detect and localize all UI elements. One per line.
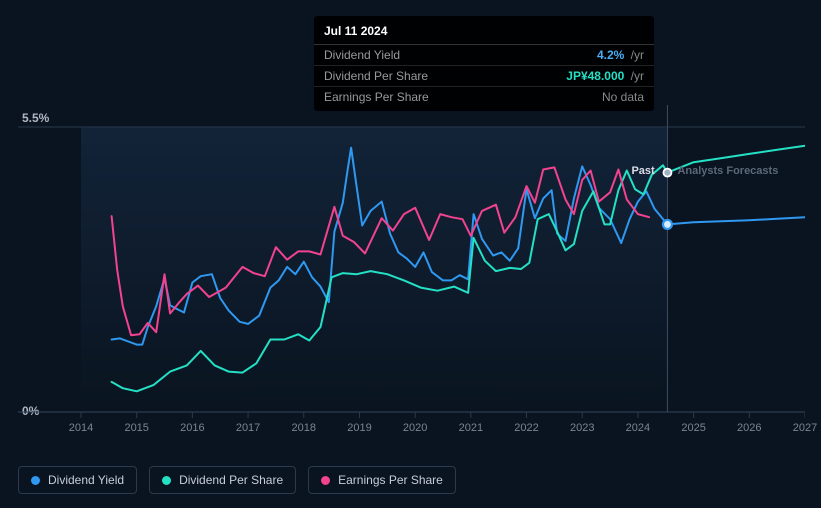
x-axis-year-label: 2020 (403, 422, 427, 434)
x-axis-year-label: 2023 (570, 422, 594, 434)
legend: Dividend Yield Dividend Per Share Earnings… (18, 466, 456, 494)
tooltip-row-unit: /yr (627, 69, 644, 83)
tooltip-row-label: Earnings Per Share (324, 90, 584, 104)
x-axis-year-label: 2024 (626, 422, 650, 434)
legend-dot-icon (321, 476, 330, 485)
tooltip-row-value: JP¥48.000 /yr (566, 69, 644, 83)
tooltip-date: Jul 11 2024 (314, 20, 654, 45)
x-axis-year-label: 2015 (124, 422, 148, 434)
x-axis-year-label: 2026 (737, 422, 761, 434)
legend-item-dividend_yield[interactable]: Dividend Yield (18, 466, 137, 494)
chart-svg[interactable] (18, 105, 805, 445)
x-axis-year-label: 2018 (292, 422, 316, 434)
legend-item-label: Dividend Yield (48, 473, 124, 487)
tooltip: Jul 11 2024 Dividend Yield4.2% /yrDivide… (314, 16, 654, 111)
x-axis-year-label: 2017 (236, 422, 260, 434)
x-axis-year-label: 2014 (69, 422, 93, 434)
legend-item-label: Earnings Per Share (338, 473, 443, 487)
tooltip-row-label: Dividend Yield (324, 48, 579, 62)
tooltip-row: Earnings Per Share No data (314, 87, 654, 107)
past-label: Past (631, 165, 654, 177)
x-axis-year-label: 2019 (347, 422, 371, 434)
x-axis-year-label: 2016 (180, 422, 204, 434)
legend-dot-icon (31, 476, 40, 485)
x-axis-year-label: 2027 (793, 422, 817, 434)
x-axis-year-label: 2022 (514, 422, 538, 434)
forecast-split-marker (663, 169, 671, 177)
tooltip-row-unit: /yr (627, 48, 644, 62)
tooltip-row-nodata: No data (602, 90, 644, 104)
tooltip-row-label: Dividend Per Share (324, 69, 548, 83)
legend-item-earnings_per_share[interactable]: Earnings Per Share (308, 466, 456, 494)
legend-item-dividend_per_share[interactable]: Dividend Per Share (149, 466, 296, 494)
legend-item-label: Dividend Per Share (179, 473, 283, 487)
x-axis-year-label: 2021 (459, 422, 483, 434)
tooltip-row: Dividend Yield 4.2% /yr (314, 45, 654, 66)
legend-dot-icon (162, 476, 171, 485)
tooltip-row: Dividend Per Share JP¥48.000 /yr (314, 66, 654, 87)
tooltip-row-value: 4.2% /yr (597, 48, 644, 62)
chart-area: 5.5% 0% 20142015201620172018201920202021… (18, 105, 805, 445)
x-axis-year-label: 2025 (681, 422, 705, 434)
current-point-marker (663, 220, 672, 229)
forecast-label: Analysts Forecasts (677, 165, 778, 177)
